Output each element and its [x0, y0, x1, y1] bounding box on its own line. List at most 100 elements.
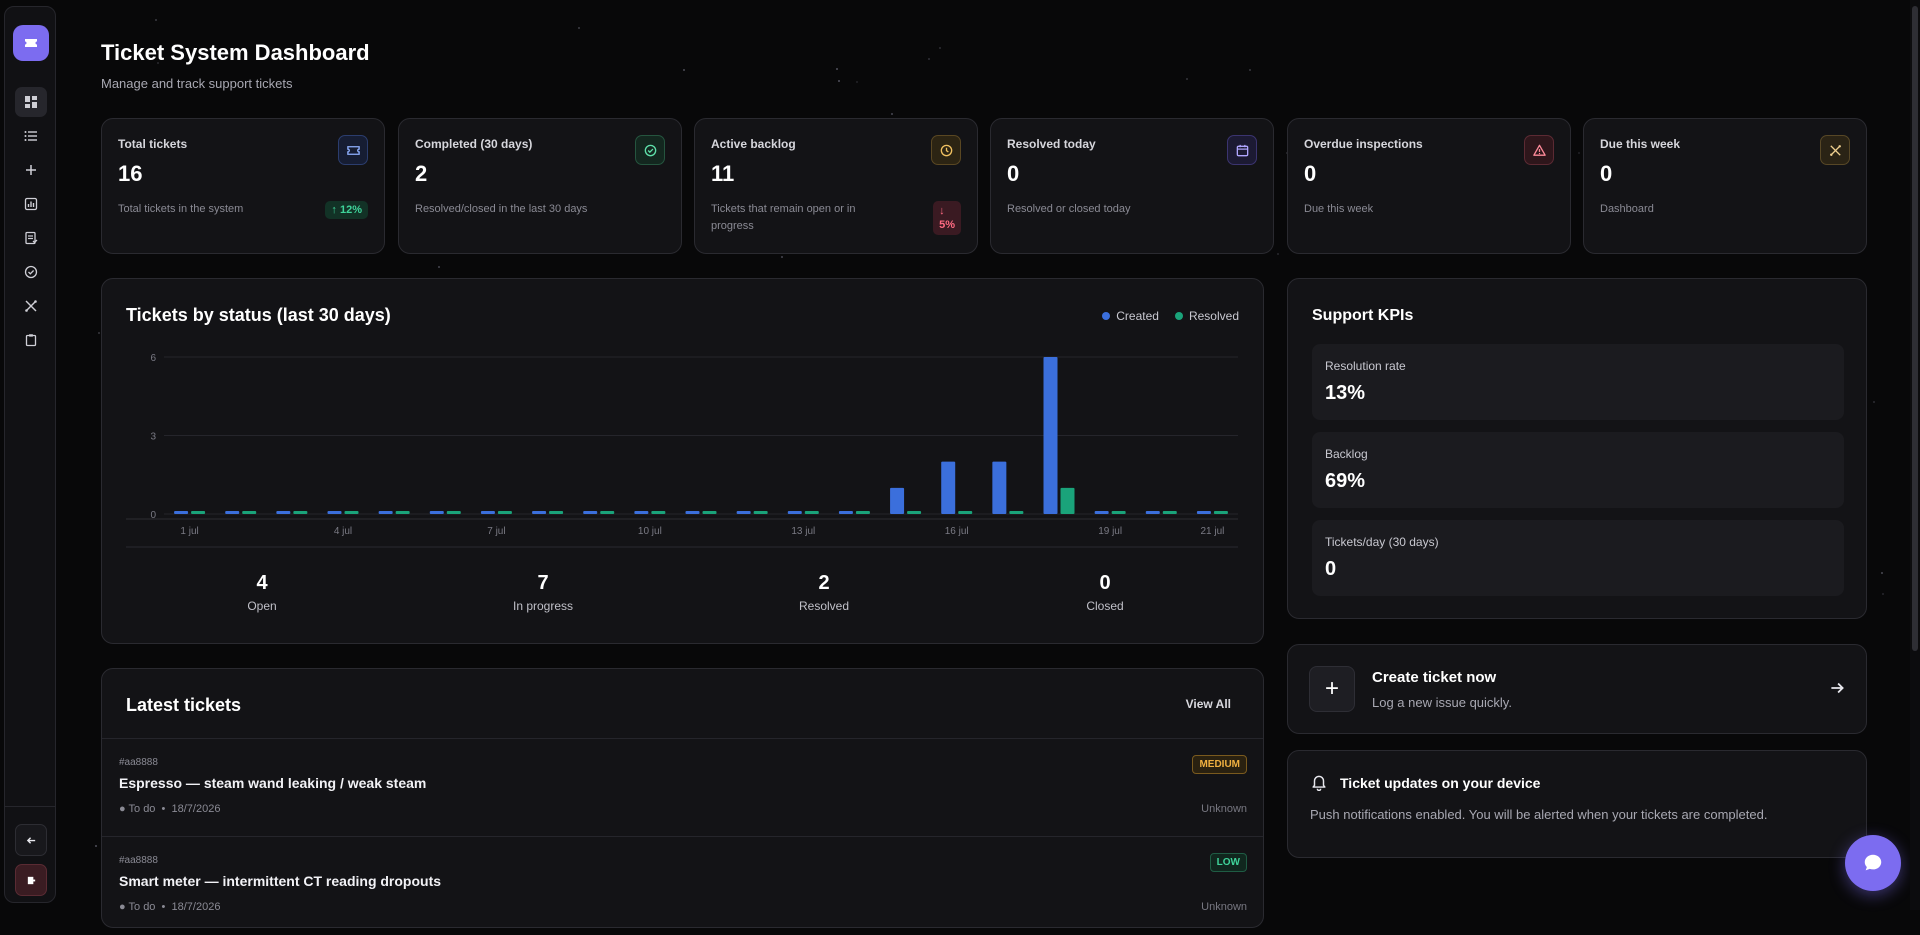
bar-created	[787, 511, 802, 514]
bar-created	[429, 511, 444, 514]
legend-item-resolved[interactable]: Resolved	[1174, 309, 1239, 323]
stat-label: Resolved today	[1007, 137, 1096, 151]
sidebar-item-tickets[interactable]	[15, 121, 47, 151]
app-logo[interactable]	[13, 25, 49, 61]
push-notification-card: Ticket updates on your device Push notif…	[1287, 750, 1867, 858]
push-title: Ticket updates on your device	[1340, 775, 1541, 791]
bar-resolved	[497, 511, 512, 514]
ticket-row[interactable]: #aa8888 Espresso — steam wand leaking / …	[102, 738, 1263, 837]
bar-created	[838, 511, 853, 514]
stat-icon	[635, 135, 665, 165]
section-title: Latest tickets	[126, 695, 242, 715]
bar-created	[634, 511, 649, 514]
summary-value: 2	[818, 572, 830, 594]
stat-label: Completed (30 days)	[415, 137, 533, 151]
sidebar-item-maintenance[interactable]	[15, 291, 47, 321]
stat-label: Active backlog	[711, 137, 796, 151]
ticket-id: #aa8888	[119, 757, 158, 768]
push-text: Push notifications enabled. You will be …	[1310, 807, 1768, 822]
logo-icon	[25, 39, 37, 47]
stat-card-due-this-week[interactable]: Due this week 0 Dashboard	[1583, 118, 1867, 254]
ticket-status: To do	[128, 901, 156, 913]
bar-resolved	[1111, 511, 1126, 514]
bar-created	[1196, 511, 1211, 514]
stat-label: Overdue inspections	[1304, 137, 1423, 151]
stat-icon	[1524, 135, 1554, 165]
bar-created	[276, 511, 291, 514]
arrow-right-icon[interactable]	[1828, 679, 1846, 697]
sidebar-divider	[5, 806, 55, 807]
logout-button[interactable]	[15, 864, 47, 896]
stat-value: 2	[415, 161, 428, 186]
kpi-tickets-per-day: Tickets/day (30 days) 0	[1312, 520, 1844, 596]
trend-badge: ↑ 12%	[325, 201, 368, 219]
bar-resolved	[855, 511, 870, 514]
bar-resolved	[549, 511, 564, 514]
bar-resolved	[651, 511, 666, 514]
collapse-sidebar-button[interactable]	[15, 824, 47, 856]
bar-created	[992, 461, 1007, 514]
tickets-by-status-chart-card: Tickets by status (last 30 days) Created…	[101, 278, 1264, 644]
summary-label: Resolved	[798, 599, 850, 613]
sidebar-item-dashboard[interactable]	[15, 87, 47, 117]
summary-label: In progress	[512, 599, 574, 613]
priority-badge: LOW	[1209, 853, 1247, 872]
kpi-resolution-rate: Resolution rate 13%	[1312, 344, 1844, 420]
bar-created	[1145, 511, 1160, 514]
chat-button[interactable]	[1845, 835, 1901, 891]
bar-created	[532, 511, 547, 514]
ticket-assignee: Unknown	[1201, 901, 1247, 913]
stat-value: 16	[118, 161, 143, 186]
bar-created	[685, 511, 700, 514]
stat-description: Tickets that remain open or in progress	[711, 203, 856, 232]
dashboard-icon	[25, 96, 37, 108]
sidebar-item-completed[interactable]	[15, 257, 47, 287]
stat-description: Total tickets in the system	[118, 203, 244, 215]
ticket-row[interactable]: #aa8888 Smart meter — intermittent CT re…	[102, 836, 1263, 935]
sidebar-item-inspections[interactable]	[15, 325, 47, 355]
bar-resolved	[1162, 511, 1177, 514]
ticket-id: #aa8888	[119, 855, 158, 866]
page-title: Ticket System Dashboard	[101, 40, 370, 65]
x-tick-label: 1 jul	[180, 526, 198, 537]
trend-badge: ↓ 5%	[933, 201, 961, 235]
scrollbar[interactable]	[1910, 0, 1920, 910]
sidebar-item-documents[interactable]	[15, 223, 47, 253]
bar-resolved	[1060, 487, 1075, 514]
stat-card-resolved-today[interactable]: Resolved today 0 Resolved or closed toda…	[990, 118, 1274, 254]
plus-icon	[26, 165, 36, 175]
view-all-link[interactable]: View All	[1185, 697, 1231, 711]
clock-icon	[940, 144, 952, 156]
stat-description: Due this week	[1304, 203, 1374, 215]
sidebar-item-create[interactable]	[15, 155, 47, 185]
bar-resolved	[1213, 511, 1228, 514]
check-circle-icon	[24, 265, 38, 279]
kpi-value: 69%	[1325, 470, 1366, 492]
y-tick-label: 0	[150, 510, 156, 521]
stat-icon	[931, 135, 961, 165]
tools-icon	[1829, 144, 1841, 156]
kpi-value: 0	[1325, 558, 1337, 580]
stat-card-completed[interactable]: Completed (30 days) 2 Resolved/closed in…	[398, 118, 682, 254]
legend-label: Resolved	[1188, 309, 1239, 323]
legend-item-created[interactable]: Created	[1102, 309, 1159, 323]
latest-tickets-card: Latest tickets View All #aa8888 Espresso…	[101, 668, 1264, 928]
page-subtitle: Manage and track support tickets	[101, 76, 293, 91]
stat-card-total-tickets[interactable]: Total tickets 16 Total tickets in the sy…	[101, 118, 385, 254]
chart-legend: Created Resolved	[1102, 309, 1239, 323]
chat-bubble-icon	[1864, 854, 1882, 871]
ticket-assignee: Unknown	[1201, 803, 1247, 815]
create-ticket-card[interactable]: + Create ticket now Log a new issue quic…	[1287, 644, 1867, 734]
bar-created	[378, 511, 393, 514]
ticket-meta: ● To do • 18/7/2026	[119, 901, 221, 913]
stat-value: 0	[1304, 161, 1317, 186]
sidebar-item-reports[interactable]	[15, 189, 47, 219]
stat-value: 0	[1600, 161, 1613, 186]
bar-resolved	[907, 511, 922, 514]
section-title: Support KPIs	[1312, 307, 1414, 324]
stat-card-overdue-inspections[interactable]: Overdue inspections 0 Due this week	[1287, 118, 1571, 254]
calendar-icon	[1236, 144, 1248, 156]
scrollbar-thumb[interactable]	[1912, 6, 1918, 651]
bar-resolved	[702, 511, 717, 514]
stat-card-active-backlog[interactable]: Active backlog 11 Tickets that remain op…	[694, 118, 978, 254]
